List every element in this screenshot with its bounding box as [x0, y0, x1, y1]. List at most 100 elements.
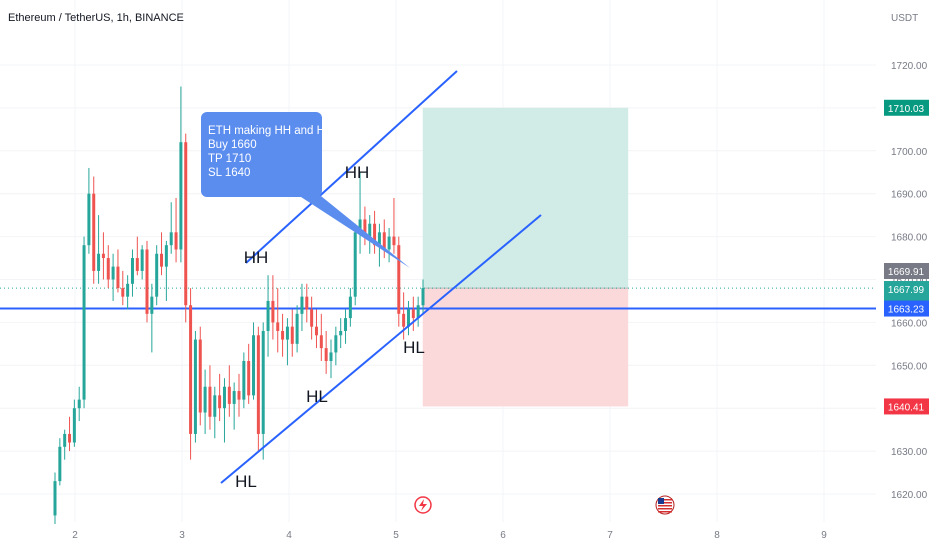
candle-body	[329, 352, 333, 362]
candle-body	[295, 313, 299, 344]
candle	[232, 382, 236, 430]
lower-trendline[interactable]	[220, 214, 542, 484]
candle-body	[189, 305, 193, 434]
flag-stripe	[658, 505, 672, 507]
flag-stripe	[658, 511, 672, 513]
candle-body	[53, 481, 57, 516]
badge-bg	[884, 99, 929, 116]
candle-body	[392, 236, 396, 246]
candle-body	[358, 219, 362, 233]
candle	[111, 253, 115, 301]
candle	[179, 86, 183, 263]
candle-body	[164, 245, 168, 267]
candle-body	[305, 296, 309, 310]
candle	[242, 352, 246, 409]
candle-body	[310, 309, 314, 327]
candle	[324, 330, 328, 374]
price-badge-horizontal-line: 1663.23	[884, 300, 929, 317]
candle-body	[353, 232, 357, 297]
candle	[353, 223, 357, 306]
candle	[140, 245, 144, 280]
candle-body	[344, 318, 348, 331]
candle-body	[421, 288, 425, 306]
candle	[247, 343, 251, 404]
candle-body	[222, 386, 226, 409]
candle-body	[368, 223, 372, 237]
candle-body	[285, 326, 289, 340]
callout-line: Buy 1660	[208, 139, 257, 151]
candle	[421, 279, 425, 314]
target-zone[interactable]	[422, 107, 629, 289]
candle	[358, 172, 362, 254]
candle	[290, 309, 294, 357]
candle	[281, 313, 285, 357]
candle	[169, 202, 173, 254]
x-tick-label: 9	[821, 530, 827, 541]
candle	[82, 236, 86, 409]
candle-body	[300, 296, 304, 314]
annotation-hl: HL	[235, 472, 257, 491]
candle-body	[290, 326, 294, 344]
candle-body	[145, 249, 149, 314]
candle	[334, 326, 338, 366]
candle-body	[169, 232, 173, 246]
candle-body	[271, 300, 275, 323]
candle-body	[261, 330, 265, 434]
stop-zone[interactable]	[422, 288, 629, 407]
candle	[68, 416, 72, 452]
flag-stripe	[658, 508, 672, 510]
candle	[135, 236, 139, 276]
y-tick-label: 1650.00	[891, 361, 928, 372]
upper-trendline[interactable]	[245, 70, 458, 264]
candle	[145, 240, 149, 323]
badge-value: 1669.91	[888, 267, 925, 278]
annotation-hh: HH	[345, 163, 370, 182]
candle-body	[179, 142, 183, 250]
candle-body	[121, 288, 125, 297]
candle-body	[126, 283, 130, 297]
candle-body	[227, 386, 231, 404]
y-tick-label: 1700.00	[891, 147, 928, 158]
candle	[344, 309, 348, 344]
candle-body	[160, 253, 164, 267]
candle-body	[68, 433, 72, 443]
candle	[101, 232, 105, 280]
x-tick-label: 6	[500, 530, 506, 541]
y-tick-label: 1660.00	[891, 318, 928, 329]
candle	[63, 429, 67, 460]
candle	[252, 322, 256, 400]
lightning-event-icon[interactable]	[414, 496, 432, 514]
candle	[184, 133, 188, 323]
price-badge-last-high: 1669.91	[884, 263, 929, 279]
x-tick-label: 3	[179, 530, 185, 541]
flag-canton	[658, 498, 664, 504]
us-flag-event-icon[interactable]	[655, 495, 675, 515]
candle	[363, 206, 367, 246]
candle-body	[82, 245, 86, 400]
candle	[53, 472, 57, 525]
x-tick-label: 5	[393, 530, 399, 541]
annotation-hh: HH	[244, 248, 269, 267]
candle-body	[111, 266, 115, 280]
candle-body	[208, 386, 212, 417]
candle-body	[72, 408, 76, 443]
callout-note[interactable]: ETH making HH and HL Buy 1660 TP 1710 SL 16…	[201, 112, 410, 268]
candle	[285, 318, 289, 366]
symbol-title[interactable]: Ethereum / TetherUS, 1h, BINANCE	[8, 12, 184, 24]
y-tick-label: 1720.00	[891, 61, 928, 72]
candle	[319, 313, 323, 362]
candle-body	[387, 236, 391, 250]
candle	[314, 309, 318, 349]
x-tick-label: 7	[607, 530, 613, 541]
candle	[348, 288, 352, 327]
candle-body	[232, 391, 236, 404]
candle-body	[92, 193, 96, 271]
candles-layer	[53, 86, 425, 525]
candle-body	[155, 253, 159, 297]
candle-body	[247, 361, 251, 396]
candle	[416, 296, 420, 327]
candle-body	[339, 330, 343, 336]
candle	[406, 300, 410, 336]
